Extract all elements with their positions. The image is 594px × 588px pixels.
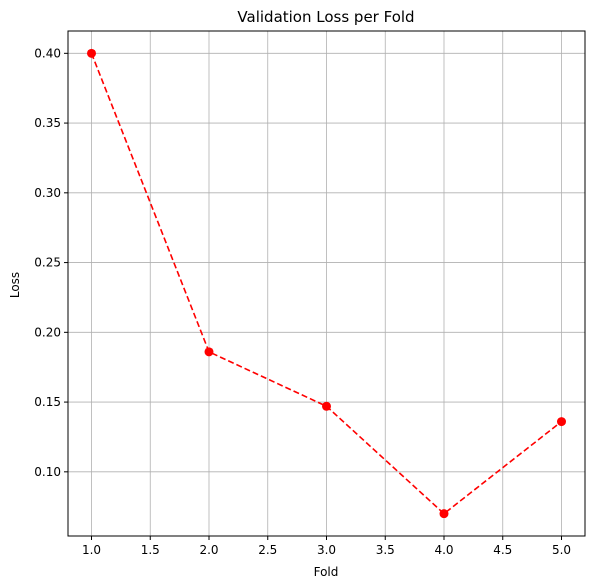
x-axis: 1.0 1.5 2.0 2.5 3.0 3.5 4.0 4.5 5.0 [82,536,571,557]
x-tick-label: 2.5 [258,543,277,557]
x-axis-label: Fold [314,565,339,579]
x-tick-label: 3.0 [317,543,336,557]
x-tick-label: 1.5 [141,543,160,557]
data-point [322,401,331,411]
data-point [557,417,566,427]
series-line-group [87,48,566,519]
y-tick-label: 0.30 [34,186,61,200]
y-axis-label: Loss [8,272,22,298]
x-tick-label: 5.0 [552,543,571,557]
x-tick-label: 4.0 [434,543,453,557]
grid [68,31,585,536]
x-tick-label: 2.0 [199,543,218,557]
data-point [439,509,449,519]
data-point [204,347,214,357]
x-tick-label: 1.0 [82,543,101,557]
y-tick-label: 0.40 [34,46,61,60]
y-tick-label: 0.20 [34,325,61,339]
chart-title: Validation Loss per Fold [237,8,414,26]
data-point [87,48,96,58]
y-tick-label: 0.15 [34,395,61,409]
y-tick-label: 0.10 [34,465,61,479]
x-tick-label: 3.5 [376,543,395,557]
y-tick-label: 0.25 [34,256,61,270]
y-axis: 0.10 0.15 0.20 0.25 0.30 0.35 0.40 [34,46,68,479]
y-tick-label: 0.35 [34,116,61,130]
x-tick-label: 4.5 [493,543,512,557]
